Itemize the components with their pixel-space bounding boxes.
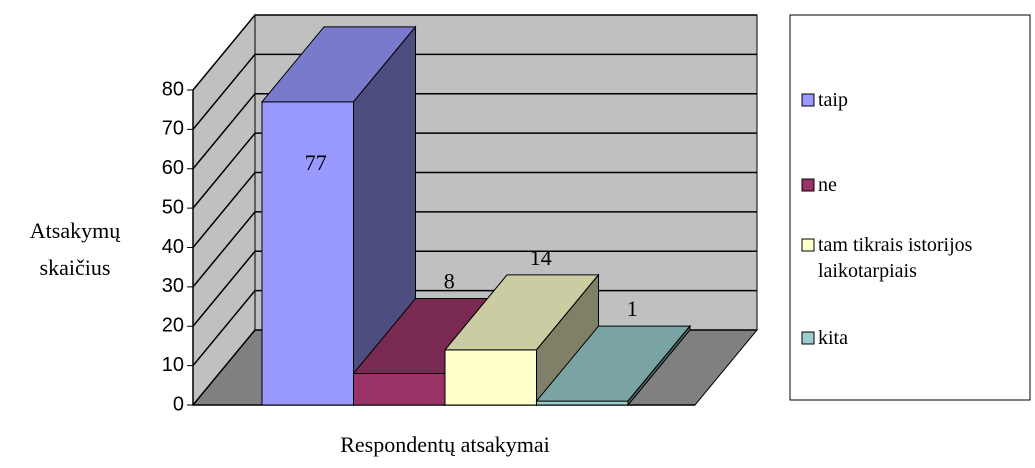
grid-line	[192, 53, 757, 130]
y-axis-title: Atsakymų skaičius	[29, 218, 121, 280]
legend-swatch	[801, 238, 815, 252]
legend-entry-box: taip	[818, 89, 848, 111]
legend-swatch	[801, 93, 815, 107]
bar-front	[444, 349, 537, 406]
legend-swatch	[801, 178, 815, 192]
legend-label: taip	[818, 89, 848, 111]
x-axis-title: Respondentų atsakymai	[340, 432, 550, 457]
y-tick-label: 30	[162, 275, 184, 297]
legend-label: ne	[818, 174, 837, 196]
y-tick-label: 0	[173, 393, 184, 415]
grid-line	[192, 132, 757, 209]
grid-line	[192, 93, 757, 170]
grid-line	[192, 250, 757, 327]
data-label: 8	[444, 269, 455, 294]
bar-side	[627, 324, 691, 407]
y-tick-label: 20	[162, 315, 184, 337]
data-label: 14	[530, 245, 552, 270]
y-tick-label: 50	[162, 196, 184, 218]
bar-front	[261, 101, 354, 406]
bar-front	[536, 400, 629, 406]
legend-entry-box: kita	[818, 327, 848, 349]
y-tick-label: 80	[162, 78, 184, 100]
legend-entry-box: ne	[818, 174, 837, 196]
bar-front	[353, 373, 446, 406]
legend-swatch	[801, 331, 815, 345]
y-axis-title-box: Atsakymų skaičius	[29, 218, 121, 280]
legend-label: kita	[818, 327, 848, 349]
data-label: 77	[305, 150, 327, 175]
grid-line	[192, 171, 757, 248]
y-tick-label: 70	[162, 118, 184, 140]
grid-line	[192, 211, 757, 288]
y-tick-label: 60	[162, 157, 184, 179]
data-label: 1	[627, 296, 638, 321]
grid-line	[192, 14, 757, 91]
legend-label: tam tikrais istorijos laikotarpiais	[818, 234, 973, 282]
legend-box	[789, 14, 1031, 401]
legend-entry-box: tam tikrais istorijos laikotarpiais	[818, 234, 973, 282]
y-tick-label: 40	[162, 236, 184, 258]
y-tick-label: 10	[162, 354, 184, 376]
